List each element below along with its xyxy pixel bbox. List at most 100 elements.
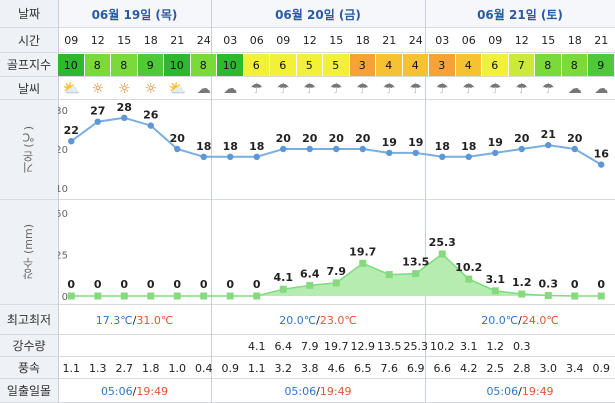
- rain-point: [518, 290, 526, 298]
- cloud-icon: ☁: [594, 80, 609, 97]
- rain-label: 0: [253, 278, 261, 291]
- rain-label: 0: [120, 278, 128, 291]
- rain-label: 3.1: [486, 273, 506, 286]
- precip-amount-cell: 6.4: [274, 339, 293, 353]
- temp-point: [412, 149, 419, 157]
- rain-point: [200, 292, 208, 300]
- rain-point: [491, 287, 499, 295]
- rain-label: 0: [226, 278, 234, 291]
- rain-y-tick: 25: [58, 251, 68, 262]
- rain-area: [71, 254, 602, 296]
- row-label-minmax: 최고최저: [0, 305, 58, 335]
- hour-cell: 18: [355, 34, 370, 47]
- max-temp: 24.0℃: [521, 313, 559, 327]
- rain-label: 13.5: [402, 256, 429, 269]
- slash: /: [518, 384, 522, 398]
- hour-cell: 09: [64, 34, 79, 47]
- rain-label: 25.3: [429, 236, 456, 249]
- rain-point: [438, 250, 446, 258]
- temp-label: 26: [143, 109, 159, 122]
- sunset-time: 19:49: [521, 384, 554, 398]
- temp-label: 22: [64, 124, 79, 137]
- sunrise-time: 05:06: [486, 384, 519, 398]
- wind-speed-cell: 3.4: [566, 361, 584, 375]
- rain-cloud-icon: ☂: [276, 80, 290, 97]
- temp-label: 20: [514, 132, 530, 145]
- temp-point: [227, 153, 234, 160]
- temp-point: [333, 145, 340, 153]
- temp-label: 18: [461, 140, 476, 153]
- wind-speed-cell: 2.8: [513, 361, 531, 375]
- day-min-max: 20.0℃/24.0℃: [425, 305, 615, 335]
- rain-point: [67, 292, 75, 300]
- rain-cloud-icon: ☂: [541, 80, 555, 97]
- sunrise-time: 05:06: [284, 384, 317, 398]
- wind-speed-cell: 1.1: [62, 361, 81, 375]
- rain-label: 0.3: [539, 278, 559, 291]
- wind-speed-cell: 2.7: [115, 361, 134, 375]
- row-label-time: 시간: [0, 28, 58, 53]
- min-temp: 17.3℃: [95, 313, 133, 327]
- wind-speed-cell: 0.9: [221, 361, 240, 375]
- cloud-icon: ☁: [196, 80, 211, 97]
- rain-point: [120, 292, 128, 300]
- row-label-rain: 강수 (mm): [0, 200, 58, 305]
- row-label-precip: 강수량: [0, 335, 58, 357]
- temp-y-tick: 30: [58, 106, 68, 117]
- rain-label: 19.7: [349, 245, 376, 258]
- golf-index-cell: 7: [508, 54, 535, 76]
- slash: /: [518, 313, 522, 327]
- temp-label: 19: [382, 136, 397, 149]
- precip-amount-cell: 1.2: [486, 339, 505, 353]
- hour-cell: 03: [435, 34, 450, 47]
- precip-amount-cell: 10.2: [430, 339, 455, 353]
- sunrise-sunset: 05:06/19:49: [58, 379, 211, 403]
- rain-y-tick: 0: [62, 292, 68, 303]
- hour-cell: 09: [488, 34, 503, 47]
- golf-index-cell: 5: [296, 54, 323, 76]
- slash: /: [132, 384, 137, 398]
- precip-amount-cell: [588, 335, 615, 357]
- rain-label: 0: [597, 278, 605, 291]
- temp-label: 20: [170, 132, 186, 145]
- precip-amount-cell: 3.1: [460, 339, 478, 353]
- rain-label: 0: [571, 278, 579, 291]
- temp-point: [545, 141, 552, 149]
- temp-label: 18: [435, 140, 450, 153]
- hour-cell: 12: [90, 34, 105, 47]
- golf-index-cell: 6: [482, 54, 509, 76]
- golf-index-cell: 9: [588, 54, 615, 76]
- precip-amount-cell: 4.1: [248, 339, 266, 353]
- sunset-time: 19:49: [319, 384, 352, 398]
- wind-speed-cell: 4.2: [460, 361, 478, 375]
- wind-speed-cell: 1.8: [142, 361, 160, 375]
- sunset-time: 19:49: [136, 384, 169, 398]
- sunrise-sunset: 05:06/19:49: [425, 379, 615, 403]
- rain-cloud-icon: ☂: [409, 80, 423, 97]
- temp-point: [253, 153, 260, 160]
- temp-label: 21: [541, 128, 556, 141]
- sunrise-time: 05:06: [100, 384, 133, 398]
- temp-label: 28: [117, 101, 132, 114]
- golf-index-cell: 10: [217, 54, 244, 76]
- precip-amount-cell: [85, 335, 112, 357]
- precip-amount-cell: [562, 335, 589, 357]
- max-temp: 31.0℃: [136, 313, 174, 327]
- rain-cloud-icon: ☂: [435, 80, 449, 97]
- temp-label: 20: [355, 132, 371, 145]
- rain-y-tick: 50: [58, 209, 68, 220]
- rain-cloud-icon: ☂: [250, 80, 264, 97]
- wind-speed-cell: 0.4: [195, 361, 213, 375]
- temp-point: [386, 149, 393, 157]
- temp-point: [280, 145, 287, 153]
- rain-point: [359, 259, 367, 267]
- rain-point: [306, 281, 314, 289]
- temp-point: [439, 153, 446, 160]
- rain-point: [332, 279, 340, 287]
- wind-speed-cell: 6.9: [407, 361, 425, 375]
- rain-point: [226, 292, 234, 300]
- golf-index-cell: 6: [270, 54, 297, 76]
- temp-label: 18: [196, 140, 211, 153]
